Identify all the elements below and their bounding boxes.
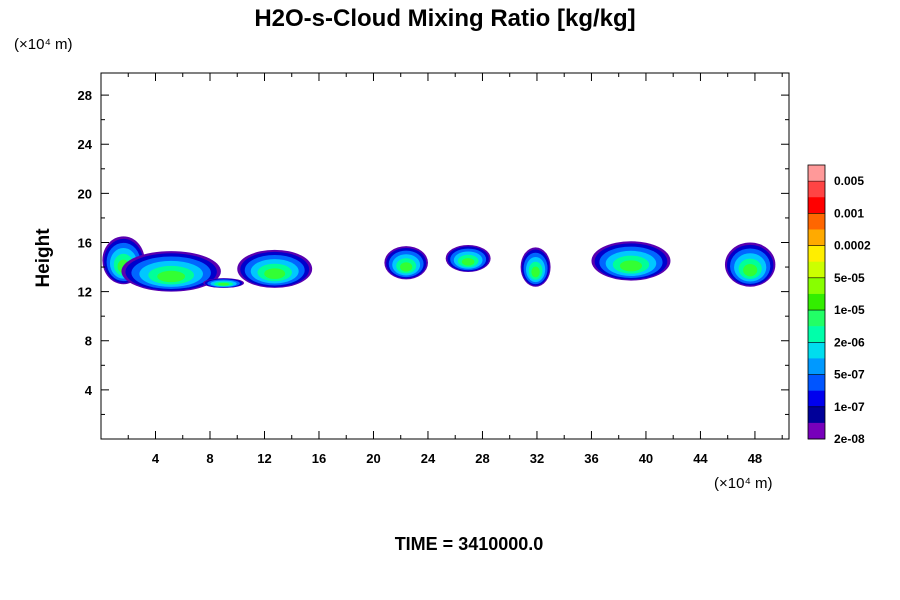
cloud-3 — [203, 278, 245, 288]
x-tick-label: 24 — [421, 451, 436, 466]
y-axis-label: Height — [33, 228, 54, 288]
colorbar-label: 1e-05 — [834, 303, 865, 317]
cloud-4 — [237, 249, 313, 288]
x-tick-label: 12 — [257, 451, 271, 466]
colorbar-swatch — [808, 293, 825, 311]
colorbar-swatch — [808, 277, 825, 295]
y-axis: 4 8 12 16 20 24 28 — [78, 88, 789, 415]
colorbar-swatch — [808, 261, 825, 279]
x-tick-label: 44 — [693, 451, 708, 466]
time-label: TIME = 3410000.0 — [395, 534, 544, 554]
colorbar-label: 5e-05 — [834, 271, 865, 285]
x-tick-label: 8 — [206, 451, 213, 466]
colorbar-label: 2e-08 — [834, 432, 865, 446]
cloud-2-level-6 — [157, 270, 186, 283]
x-tick-label: 36 — [584, 451, 598, 466]
colorbar-swatch — [808, 310, 825, 327]
colorbar-swatch — [808, 406, 825, 424]
cloud-9-level-6 — [743, 263, 758, 277]
colorbar-swatch — [808, 342, 825, 359]
colorbar-swatch — [808, 229, 825, 246]
cloud-8 — [591, 241, 671, 281]
cloud-7-level-6 — [531, 266, 540, 278]
y-tick-label: 4 — [85, 383, 93, 398]
colorbar-swatch — [808, 422, 825, 440]
cloud-3-level-6 — [217, 282, 230, 286]
colorbar-swatch — [808, 358, 825, 375]
colorbar-label: 2e-06 — [834, 335, 865, 349]
x-tick-label: 20 — [366, 451, 380, 466]
colorbar-swatch — [808, 165, 825, 182]
colorbar-label: 1e-07 — [834, 400, 865, 414]
x-tick-label: 32 — [530, 451, 544, 466]
colorbar-swatch — [808, 326, 825, 343]
cloud-7 — [520, 247, 551, 287]
plot-area — [102, 236, 776, 292]
x-unit-label: (×10⁴ m) — [714, 475, 773, 492]
cloud-8-level-6 — [619, 260, 643, 272]
colorbar-label: 0.005 — [834, 174, 864, 188]
cloud-6-level-6 — [461, 258, 475, 266]
chart-title: H2O-s-Cloud Mixing Ratio [kg/kg] — [254, 5, 635, 32]
colorbar-swatch — [808, 374, 825, 391]
cloud-6 — [445, 244, 491, 272]
colorbar: 0.005 0.001 0.0002 5e-05 1e-05 2e-06 5e-07 1e-0… — [807, 164, 871, 446]
x-tick-label: 48 — [748, 451, 762, 466]
y-tick-label: 20 — [78, 186, 92, 201]
cloud-9 — [724, 242, 776, 287]
cloud-4-level-6 — [264, 268, 286, 280]
cloud-2 — [121, 251, 221, 292]
x-tick-label: 28 — [475, 451, 489, 466]
colorbar-swatch — [808, 197, 825, 214]
x-tick-label: 4 — [152, 451, 160, 466]
colorbar-label: 0.001 — [834, 206, 864, 220]
y-tick-label: 28 — [78, 88, 92, 103]
cloud-5 — [384, 246, 428, 280]
colorbar-label: 5e-07 — [834, 368, 865, 382]
x-tick-label: 40 — [639, 451, 653, 466]
y-tick-label: 8 — [85, 334, 92, 349]
colorbar-label: 0.0002 — [834, 239, 871, 253]
colorbar-swatch — [808, 181, 825, 198]
x-axis: 4 8 12 16 20 24 28 32 36 40 44 48 — [127, 73, 783, 466]
x-tick-label: 16 — [312, 451, 326, 466]
y-tick-label: 12 — [78, 285, 92, 300]
colorbar-swatch — [808, 245, 825, 263]
colorbar-swatch — [808, 390, 825, 408]
y-tick-label: 16 — [78, 235, 92, 250]
cloud-5-level-6 — [400, 262, 413, 272]
y-tick-label: 24 — [78, 137, 93, 152]
y-unit-label: (×10⁴ m) — [14, 36, 73, 53]
colorbar-swatch — [808, 213, 825, 230]
plot-frame — [100, 72, 790, 440]
